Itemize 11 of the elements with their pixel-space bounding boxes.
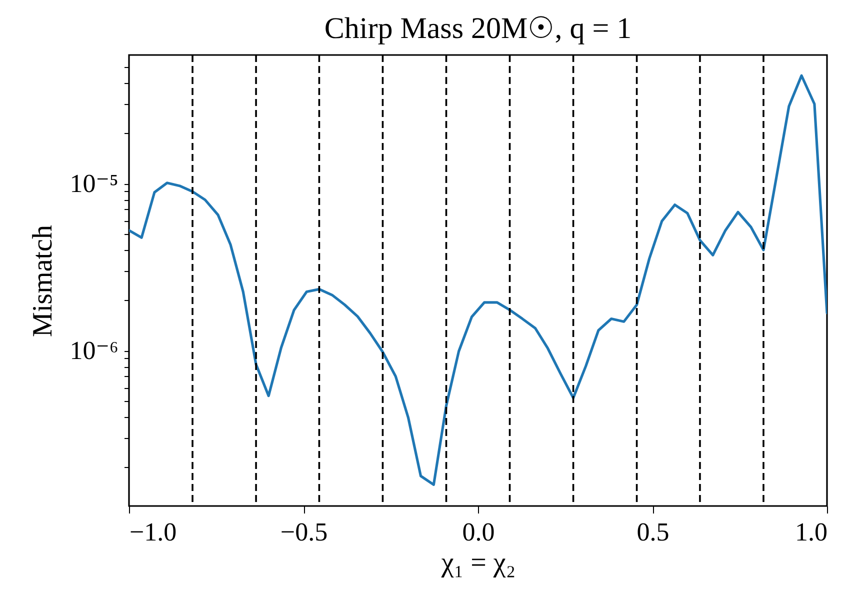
line-series	[129, 74, 827, 486]
y-axis-title: Mismatch	[28, 225, 59, 337]
x-tick-label: 1.0	[795, 518, 828, 546]
x-tick-label: −0.5	[280, 518, 328, 546]
chart-title: Chirp Mass 20M☉, q = 1	[324, 12, 632, 46]
x-tick-label: −1.0	[130, 518, 177, 546]
y-tick-label: 10⁻⁵	[70, 169, 118, 198]
x-axis-title: χ₁ = χ₂	[440, 548, 516, 578]
x-tick-label: 0.5	[636, 518, 670, 546]
x-tick-label: 0.0	[462, 518, 495, 546]
y-tick-label: 10⁻⁶	[70, 336, 118, 366]
